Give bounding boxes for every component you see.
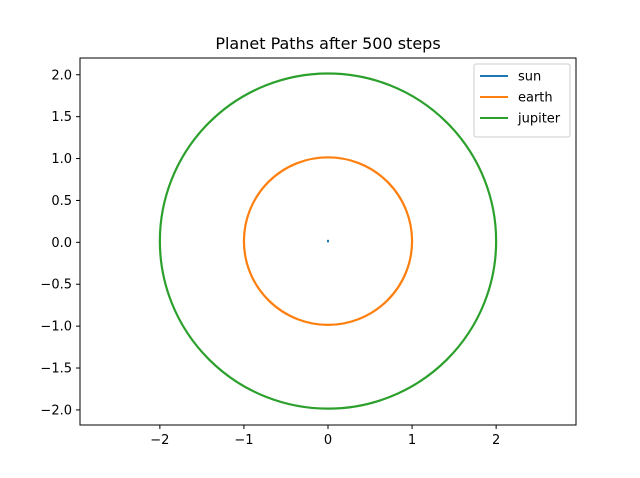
- series-jupiter-path: [158, 72, 498, 410]
- legend-label-jupiter: jupiter: [517, 112, 561, 127]
- series-earth-path: [242, 156, 414, 326]
- chart-title: Planet Paths after 500 steps: [215, 34, 440, 53]
- plot-area: [158, 72, 498, 410]
- y-tick-label: −0.5: [40, 278, 72, 293]
- axes: −2 −1 0 1 2 −2.0 −1.5 −1.0 −0.5 0.0 0.5 1.0 1.5 2.0: [40, 57, 577, 448]
- y-tick-label: −1.5: [40, 362, 72, 377]
- y-tick-label: 1.5: [51, 110, 72, 125]
- legend-label-earth: earth: [518, 91, 553, 106]
- x-tick-label: 1: [408, 433, 416, 448]
- x-tick-label: −2: [150, 433, 169, 448]
- x-tick-label: −1: [234, 433, 253, 448]
- y-tick-label: −2.0: [40, 403, 72, 418]
- y-tick-label: 0.5: [51, 194, 72, 209]
- y-tick-label: 2.0: [51, 68, 72, 83]
- x-tick-label: 0: [324, 433, 332, 448]
- x-tick-label: 2: [492, 433, 500, 448]
- y-tick-label: 1.0: [51, 152, 72, 167]
- legend-label-sun: sun: [518, 70, 541, 85]
- legend: sun earth jupiter: [473, 63, 571, 138]
- y-tick-label: −1.0: [40, 320, 72, 335]
- y-tick-label: 0.0: [51, 236, 72, 251]
